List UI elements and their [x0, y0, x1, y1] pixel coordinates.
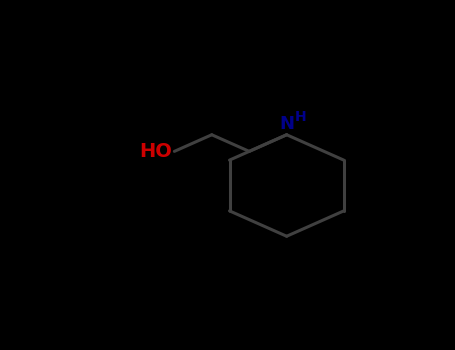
Text: HO: HO: [139, 142, 172, 161]
Text: H: H: [295, 110, 307, 124]
Text: N: N: [279, 115, 294, 133]
